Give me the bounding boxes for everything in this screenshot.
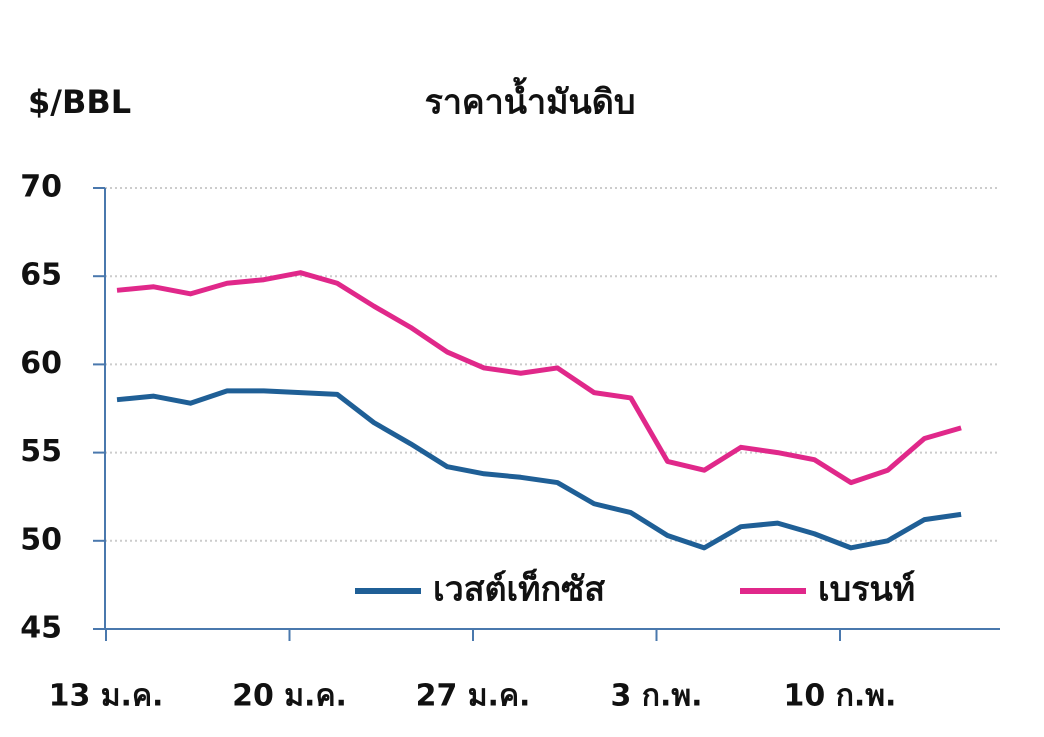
y-tick-label: 50 [20,522,62,557]
y-tick-label: 70 [20,170,62,205]
chart-title: ราคาน้ำมันดิบ [425,77,636,123]
series-line [116,270,962,486]
x-tick-label: 13 ม.ค. [49,679,164,714]
y-tick-label: 65 [20,258,62,293]
y-tick-label: 60 [20,346,62,381]
y-tick-label: 45 [20,611,62,646]
x-tick-label: 10 ก.พ. [784,679,897,714]
y-axis-label: $/BBL [28,83,131,121]
x-tick-label: 20 ม.ค. [232,679,347,714]
x-tick-label: 3 ก.พ. [610,679,702,714]
legend-label: เวสต์เท็กซัส [433,568,605,610]
y-tick-label: 55 [20,434,62,469]
series-line [116,388,962,551]
legend-label: เบรนท์ [818,570,915,610]
x-tick-label: 27 ม.ค. [416,679,531,714]
